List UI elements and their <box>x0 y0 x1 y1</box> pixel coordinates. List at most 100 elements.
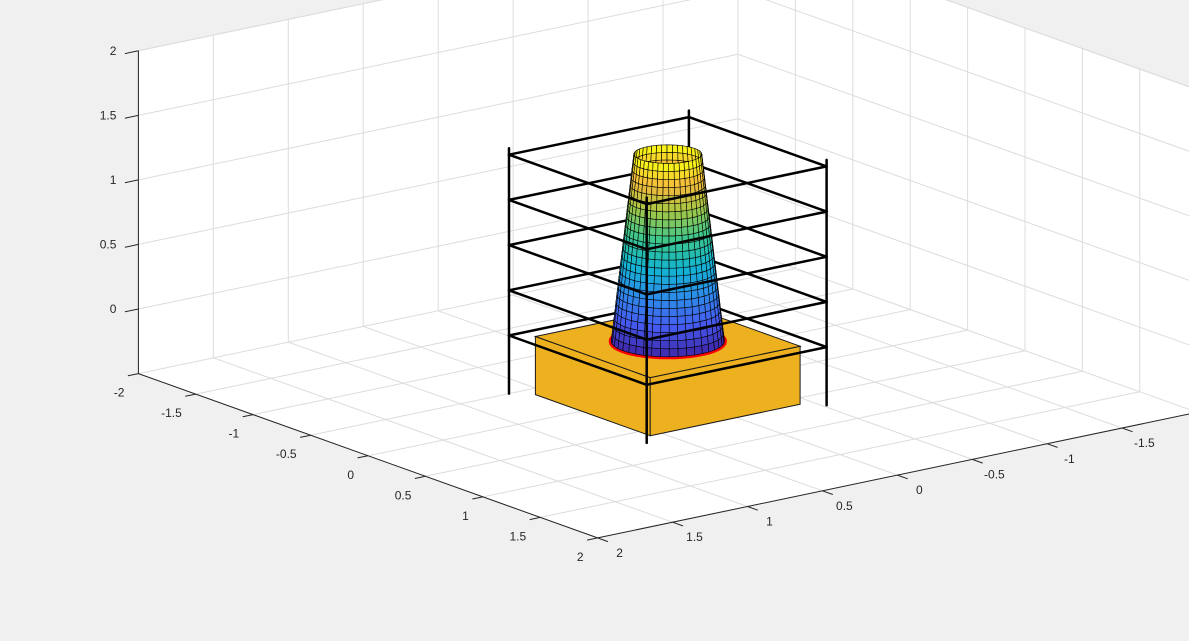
x-tick-label: -1.5 <box>161 406 182 420</box>
grid-line <box>945 0 1189 88</box>
surface-patch <box>679 186 687 196</box>
surface-patch <box>677 339 687 349</box>
frame-edge <box>645 165 828 206</box>
x-tick-label: 0.5 <box>395 488 412 502</box>
surface-patch <box>678 161 685 172</box>
frame-edge <box>687 115 828 168</box>
surface-patch <box>651 178 658 188</box>
surface-patch <box>683 274 692 284</box>
surface-patch <box>685 201 693 211</box>
surface-patch <box>674 210 682 221</box>
surface-patch <box>666 144 673 153</box>
surface-patch <box>635 256 643 267</box>
surface-patch <box>656 186 664 196</box>
surface-patch <box>653 275 662 285</box>
surface-patch <box>654 251 663 261</box>
surface-patch <box>655 152 662 161</box>
grid-line <box>138 0 384 52</box>
surface-patch <box>641 184 648 195</box>
surface-patch <box>668 275 677 285</box>
x-tick-label: 1.5 <box>510 529 527 543</box>
surface-patch <box>655 219 663 229</box>
surface-patch <box>661 267 670 277</box>
surface-patch <box>646 274 655 285</box>
surface-patch <box>660 324 670 333</box>
surface-patch <box>689 273 698 284</box>
y-tick-mark <box>1122 427 1133 433</box>
surface-patch <box>656 202 664 213</box>
surface-patch <box>652 323 662 333</box>
surface-patch <box>675 242 683 253</box>
z-tick-mark <box>124 308 139 313</box>
z-tick-labels: 0 0.5 1 1.5 2 <box>100 44 117 316</box>
surface-patch <box>677 347 688 357</box>
surface-patch <box>668 162 675 172</box>
surface-patch <box>661 235 670 245</box>
surface-patch <box>662 162 670 172</box>
surface-patch <box>655 144 662 154</box>
surface-patch <box>633 280 641 291</box>
y-axis-line <box>597 413 1189 539</box>
surface-patch <box>673 162 680 172</box>
surface-patch <box>668 259 677 269</box>
surface-patch <box>682 258 691 268</box>
surface-patch <box>662 171 670 180</box>
x-tick-label: 2 <box>577 550 584 564</box>
surface-patch <box>661 251 670 261</box>
surface-patch <box>677 144 684 154</box>
x-tick-label: -1 <box>229 427 240 441</box>
x-tick-label: 1 <box>462 509 469 523</box>
surface-patch <box>695 263 703 274</box>
surface-patch <box>639 208 646 219</box>
surface-patch <box>684 314 694 325</box>
surface-patch <box>661 227 670 237</box>
x-tick-mark <box>127 373 139 377</box>
surface-patch <box>681 242 690 252</box>
surface-patch <box>647 250 656 260</box>
z-tick-label: 0.5 <box>100 237 117 251</box>
grid-line <box>213 357 673 523</box>
frame-edge <box>687 161 828 213</box>
y-tick-label: 1 <box>766 515 773 529</box>
surface-patch <box>668 307 678 317</box>
grid-line <box>138 118 739 245</box>
grid-line <box>288 341 748 507</box>
z-tick-mark <box>124 243 139 248</box>
y-tick-label: 1.5 <box>686 530 703 544</box>
surface-patch <box>668 291 678 301</box>
surface-patch <box>652 307 662 317</box>
surface-patch <box>647 266 655 277</box>
surface-patch <box>679 169 686 180</box>
grid-line <box>765 0 1189 152</box>
surface-patch <box>638 216 646 227</box>
surface-patch <box>691 305 700 316</box>
surface-patch <box>660 316 670 325</box>
surface-patch <box>648 234 657 244</box>
surface-patch <box>668 211 676 221</box>
surface-patch <box>691 297 700 308</box>
surface-patch <box>651 170 659 180</box>
surface-patch <box>684 177 691 187</box>
surface-patch <box>674 186 681 196</box>
surface-patch <box>693 345 703 356</box>
surface-patch <box>683 290 692 300</box>
surface-patch <box>690 289 699 300</box>
y-tick-mark <box>672 521 684 527</box>
grid-line <box>737 53 1189 217</box>
surface-patch <box>657 162 664 172</box>
surface-patch <box>647 161 654 171</box>
surface-patch <box>676 275 685 285</box>
x-tick-label: -2 <box>114 386 125 400</box>
surface-patch <box>668 315 678 325</box>
surface-patch <box>682 250 690 260</box>
surface-patch <box>682 266 691 276</box>
surface-patch <box>684 185 692 195</box>
surface-patch <box>668 179 675 188</box>
surface-patch <box>685 346 696 357</box>
x-axis-line <box>138 373 598 539</box>
z-tick-label: 1.5 <box>100 108 117 122</box>
z-tick-mark <box>124 179 139 184</box>
plot-objects <box>507 109 828 445</box>
surface-patch <box>642 168 649 179</box>
surface-patch <box>655 227 663 237</box>
